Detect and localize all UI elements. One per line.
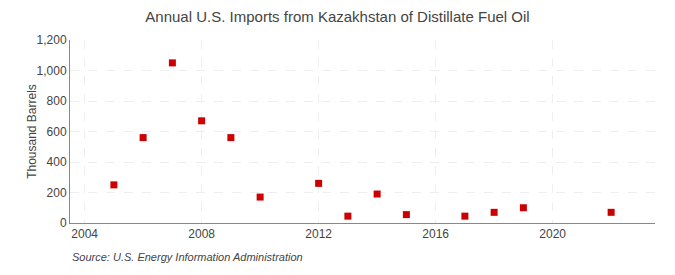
svg-text:1,000: 1,000 [37,64,67,78]
svg-text:0: 0 [60,216,67,230]
svg-text:600: 600 [47,125,67,139]
svg-text:Thousand Barrels: Thousand Barrels [25,84,39,179]
svg-text:Annual U.S. Imports from Kazak: Annual U.S. Imports from Kazakhstan of D… [145,8,529,25]
svg-text:200: 200 [47,186,67,200]
svg-text:1,200: 1,200 [37,33,67,47]
svg-text:2016: 2016 [422,227,449,241]
svg-text:2004: 2004 [71,227,98,241]
svg-text:400: 400 [47,155,67,169]
svg-text:2020: 2020 [539,227,566,241]
svg-text:800: 800 [47,94,67,108]
svg-text:Source: U.S. Energy Informatio: Source: U.S. Energy Information Administ… [72,251,303,263]
svg-text:2008: 2008 [188,227,215,241]
svg-text:2012: 2012 [305,227,332,241]
